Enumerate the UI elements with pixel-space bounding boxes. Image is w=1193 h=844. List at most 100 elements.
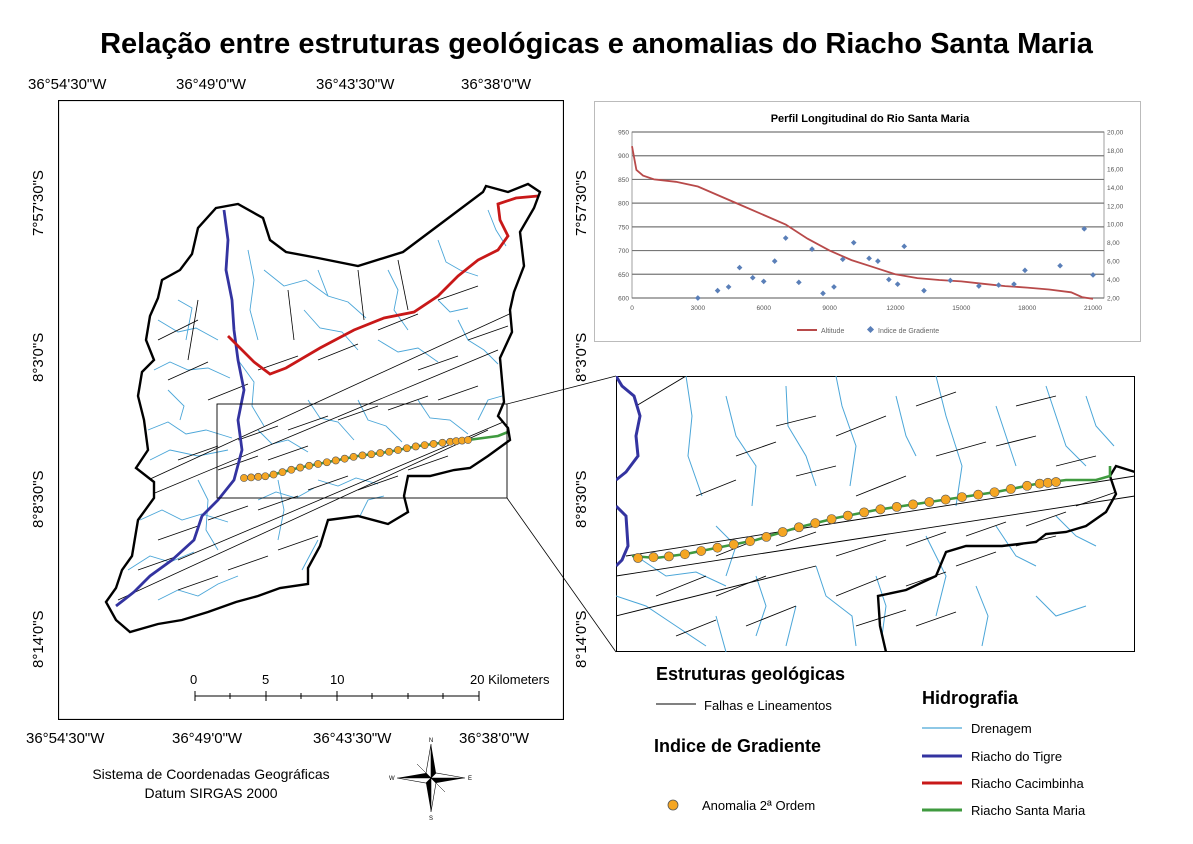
right-tick-label: 20,00 — [1107, 130, 1124, 137]
anomaly-point — [728, 539, 739, 550]
top-lon-label: 36°43'30"W — [316, 76, 395, 93]
anomaly-point — [875, 504, 886, 515]
inset-map — [616, 376, 1135, 652]
profile-chart-legend: Altitude Indice de Gradiente — [797, 325, 939, 335]
gradient-point — [976, 283, 982, 289]
left-tick-label: 600 — [618, 296, 629, 303]
legend-hidro-symbols — [922, 727, 962, 812]
anomaly-point — [429, 440, 438, 448]
anomaly-point — [908, 499, 918, 510]
right-lat-label: 8°3'0"S — [573, 332, 590, 382]
x-tick-label: 15000 — [952, 305, 970, 312]
bottom-lon-label: 36°49'0"W — [172, 730, 243, 747]
right-tick-label: 16,00 — [1107, 166, 1124, 173]
x-tick-label: 21000 — [1084, 305, 1102, 312]
anomaly-point — [777, 527, 788, 537]
anomaly-point — [254, 472, 263, 481]
top-lon-label: 36°49'0"W — [176, 76, 247, 93]
gradient-point — [901, 243, 908, 250]
bottom-lon-label: 36°43'30"W — [313, 730, 392, 747]
anomaly-point — [989, 487, 1000, 498]
gradient-point — [850, 239, 857, 246]
compass-n: N — [429, 738, 433, 744]
anomaly-point — [1051, 477, 1061, 487]
anomaly-point — [973, 489, 984, 500]
anomaly-point — [394, 446, 402, 454]
riacho-tigre-path — [115, 209, 246, 608]
left-tick-label: 700 — [618, 248, 629, 255]
anomaly-point — [1042, 477, 1053, 488]
anomaly-point — [278, 468, 287, 477]
legend-falhas-symbol — [656, 703, 696, 705]
anomaly-point — [411, 442, 420, 451]
anomaly-point — [314, 460, 322, 468]
left-lat-label: 7°57'30"S — [30, 170, 47, 236]
legend-hidro-title: Hidrografia — [922, 688, 1019, 708]
anomaly-points — [240, 436, 472, 482]
legend-drenagem-label: Drenagem — [971, 721, 1032, 736]
right-tick-label: 14,00 — [1107, 185, 1124, 192]
gradient-point — [725, 284, 732, 290]
legend-falhas-label: Falhas e Lineamentos — [704, 698, 832, 713]
anomaly-point — [1034, 478, 1045, 489]
legend-indice-title: Indice de Gradiente — [654, 736, 822, 756]
x-tick-label: 9000 — [822, 305, 837, 312]
x-tick-label: 6000 — [756, 305, 771, 312]
left-lat-label: 8°14'0"S — [30, 610, 47, 668]
right-tick-label: 8,00 — [1107, 240, 1120, 247]
anomaly-point — [269, 470, 278, 479]
gradient-point — [1081, 226, 1088, 232]
anomaly-point — [331, 456, 340, 465]
x-tick-label: 12000 — [886, 305, 904, 312]
anomaly-point — [891, 501, 902, 512]
anomaly-point — [842, 510, 853, 521]
anomaly-point — [340, 454, 349, 463]
right-lat-label: 8°14'0"S — [573, 610, 590, 668]
legend-anomalia-label: Anomalia 2ª Ordem — [702, 798, 816, 813]
anomaly-point — [957, 492, 967, 503]
anomaly-point — [367, 450, 376, 459]
right-tick-label: 6,00 — [1107, 259, 1120, 266]
map-title: Relação entre estruturas geológicas e an… — [100, 28, 1093, 60]
gradient-point — [736, 264, 743, 271]
anomaly-point — [240, 474, 248, 482]
legend-gradient: Indice de Gradiente — [878, 328, 939, 335]
scale-label-5: 5 — [262, 672, 270, 687]
anomaly-point — [761, 531, 772, 542]
anomaly-point — [261, 472, 270, 481]
anomaly-point — [376, 449, 385, 457]
anomaly-point — [859, 507, 870, 518]
gradient-point — [1022, 267, 1028, 274]
gradient-point — [894, 281, 901, 287]
legend-santa-maria-label: Riacho Santa Maria — [971, 803, 1086, 818]
compass-rose-icon: N S E W — [389, 738, 472, 820]
bottom-lon-label: 36°54'30"W — [26, 730, 105, 747]
gradient-point — [749, 274, 756, 281]
anomaly-point — [322, 458, 331, 467]
anomaly-point — [287, 465, 296, 474]
anomaly-point — [1022, 480, 1033, 491]
anomaly-point — [633, 553, 643, 563]
legend-estruturas-title: Estruturas geológicas — [656, 664, 846, 684]
anomaly-point — [247, 473, 256, 482]
altitude-series-line — [631, 146, 1094, 300]
anomaly-point — [679, 549, 690, 560]
left-tick-label: 750 — [618, 224, 629, 231]
anomaly-point — [826, 514, 837, 525]
anomaly-point — [712, 542, 723, 553]
left-tick-label: 900 — [618, 153, 629, 160]
left-tick-label: 850 — [618, 177, 629, 184]
left-tick-label: 650 — [618, 272, 629, 279]
anomaly-point — [296, 463, 305, 472]
scale-label-20: 20 Kilometers — [470, 672, 550, 687]
right-tick-label: 2,00 — [1107, 296, 1120, 303]
anomaly-point — [924, 497, 935, 507]
coordinate-system-label: Sistema de Coordenadas Geográficas — [92, 766, 330, 782]
legend-tigre-label: Riacho do Tigre — [971, 749, 1063, 764]
inset-extent-box — [216, 403, 508, 499]
anomaly-point — [794, 522, 804, 533]
gradient-point — [886, 276, 892, 283]
datum-label: Datum SIRGAS 2000 — [144, 785, 278, 801]
left-lat-label: 8°8'30"S — [30, 470, 47, 528]
gradient-point — [995, 282, 1002, 288]
